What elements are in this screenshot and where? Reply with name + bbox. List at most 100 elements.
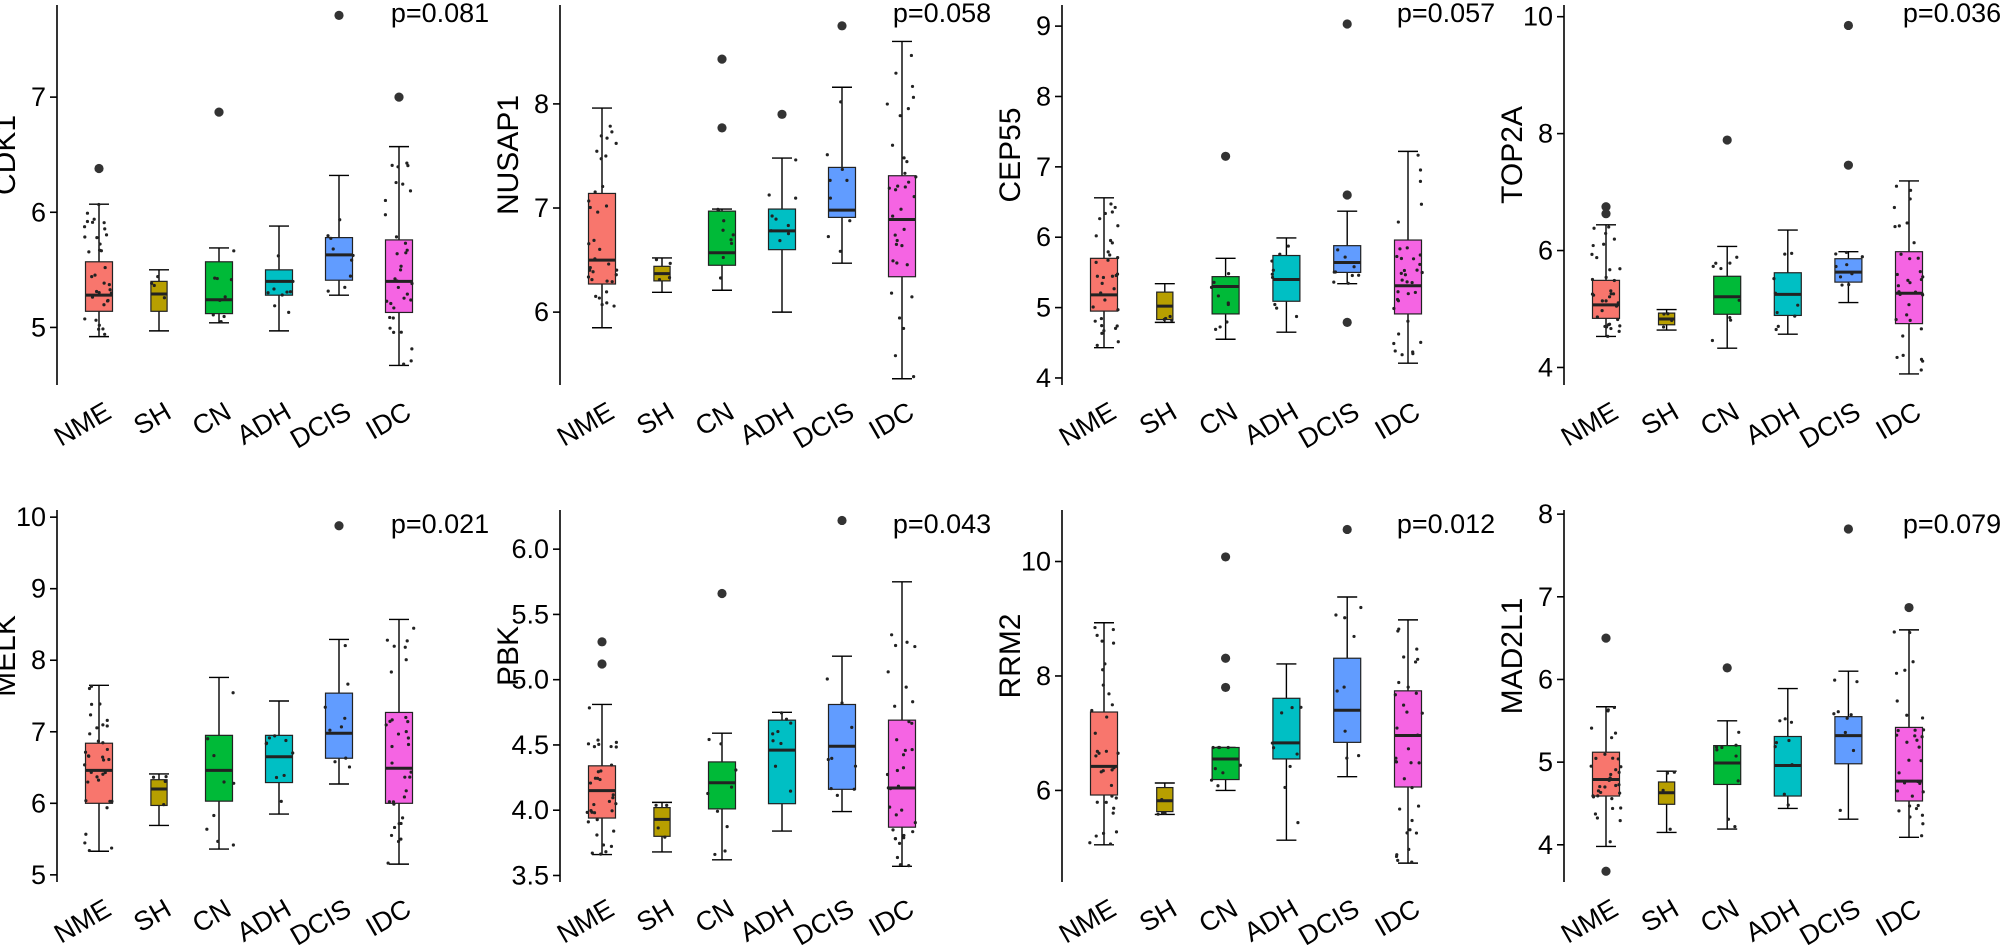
sample-point bbox=[1100, 639, 1104, 643]
sample-point bbox=[895, 261, 899, 265]
outlier-point bbox=[1342, 19, 1352, 29]
sample-point bbox=[1283, 785, 1287, 790]
sample-point bbox=[1726, 817, 1731, 821]
sample-point bbox=[396, 839, 401, 844]
sample-point bbox=[1919, 327, 1923, 331]
sample-point bbox=[895, 738, 899, 742]
sample-point bbox=[1908, 281, 1912, 285]
sample-point bbox=[1711, 264, 1715, 268]
sample-point bbox=[598, 247, 602, 251]
sample-point bbox=[1843, 730, 1847, 735]
x-tick-label-sh: SH bbox=[632, 396, 679, 441]
y-tick-label: 6.0 bbox=[511, 534, 549, 564]
sample-point bbox=[232, 781, 236, 785]
sample-point bbox=[1665, 771, 1670, 775]
sample-point bbox=[729, 785, 734, 789]
sample-point bbox=[101, 772, 105, 776]
sample-point bbox=[1594, 756, 1598, 760]
y-axis-title: MAD2L1 bbox=[1496, 598, 1529, 715]
sample-point bbox=[348, 274, 353, 278]
sample-point bbox=[898, 863, 903, 867]
sample-point bbox=[396, 732, 401, 736]
sample-point bbox=[404, 658, 408, 662]
sample-point bbox=[1604, 231, 1608, 236]
sample-point bbox=[585, 810, 589, 814]
sample-point bbox=[1662, 312, 1666, 316]
sample-point bbox=[898, 114, 902, 118]
sample-point bbox=[1786, 803, 1790, 807]
sample-point bbox=[96, 739, 100, 743]
sample-point bbox=[599, 157, 603, 161]
x-tick-label-dcis: DCIS bbox=[1293, 396, 1364, 454]
sample-point bbox=[88, 732, 92, 736]
outlier-point bbox=[334, 521, 344, 531]
sample-point bbox=[593, 190, 597, 194]
sample-point bbox=[604, 850, 608, 854]
sample-point bbox=[408, 189, 413, 193]
sample-point bbox=[1214, 327, 1218, 331]
sample-point bbox=[1420, 711, 1424, 715]
sample-point bbox=[1610, 736, 1614, 740]
sample-point bbox=[589, 808, 593, 813]
y-tick-label: 8 bbox=[1538, 119, 1553, 149]
sample-point bbox=[1416, 657, 1420, 661]
sample-point bbox=[840, 701, 844, 705]
sample-point bbox=[1602, 242, 1606, 246]
sample-point bbox=[97, 248, 102, 252]
sample-point bbox=[152, 283, 156, 288]
x-tick-label-cn: CN bbox=[1695, 396, 1744, 441]
sample-point bbox=[1714, 745, 1719, 749]
sample-point bbox=[850, 725, 854, 730]
sample-point bbox=[162, 803, 166, 807]
sample-point bbox=[1919, 277, 1923, 282]
sample-point bbox=[828, 196, 832, 200]
sample-point bbox=[1787, 738, 1791, 743]
sample-point bbox=[769, 229, 773, 233]
sample-point bbox=[706, 791, 710, 796]
box-adh bbox=[767, 208, 797, 251]
sample-point bbox=[1296, 821, 1300, 825]
sample-point bbox=[1666, 312, 1670, 316]
box-idc bbox=[1393, 690, 1423, 788]
sample-point bbox=[1790, 251, 1794, 255]
sample-point bbox=[721, 255, 725, 260]
sample-point bbox=[825, 153, 829, 157]
sample-point bbox=[1393, 349, 1397, 353]
sample-point bbox=[1114, 796, 1118, 800]
sample-point bbox=[779, 741, 783, 746]
sample-point bbox=[1100, 323, 1104, 328]
sample-point bbox=[326, 289, 330, 293]
sample-point bbox=[212, 813, 216, 818]
sample-point bbox=[404, 789, 408, 793]
box-idc bbox=[1393, 239, 1423, 315]
sample-point bbox=[218, 298, 222, 303]
sample-point bbox=[1396, 220, 1400, 224]
sample-point bbox=[1393, 693, 1397, 697]
sample-point bbox=[1906, 278, 1910, 282]
x-tick-label-dcis: DCIS bbox=[788, 396, 859, 454]
y-tick-label: 5 bbox=[31, 312, 46, 342]
sample-point bbox=[894, 242, 899, 246]
sample-point bbox=[1359, 605, 1363, 610]
sample-point bbox=[1661, 325, 1666, 329]
sample-point bbox=[1776, 324, 1780, 328]
outlier-point bbox=[1221, 653, 1231, 663]
outlier-point bbox=[1904, 602, 1914, 613]
sample-point bbox=[404, 715, 408, 720]
sample-point bbox=[1612, 237, 1616, 241]
outlier-point bbox=[1722, 663, 1732, 673]
sample-point bbox=[101, 723, 105, 727]
x-tick-label-adh: ADH bbox=[1239, 396, 1303, 450]
x-tick-label-cn: CN bbox=[690, 893, 739, 938]
sample-point bbox=[229, 278, 234, 282]
sample-point bbox=[717, 208, 721, 212]
y-axis-title: MELK bbox=[0, 615, 22, 697]
sample-point bbox=[654, 258, 659, 262]
y-tick-label: 8 bbox=[534, 89, 549, 119]
sample-point bbox=[101, 327, 105, 331]
sample-point bbox=[1720, 745, 1724, 750]
sample-point bbox=[276, 254, 280, 258]
sample-point bbox=[212, 753, 216, 758]
box-cn bbox=[204, 261, 234, 315]
sample-point bbox=[90, 220, 95, 224]
